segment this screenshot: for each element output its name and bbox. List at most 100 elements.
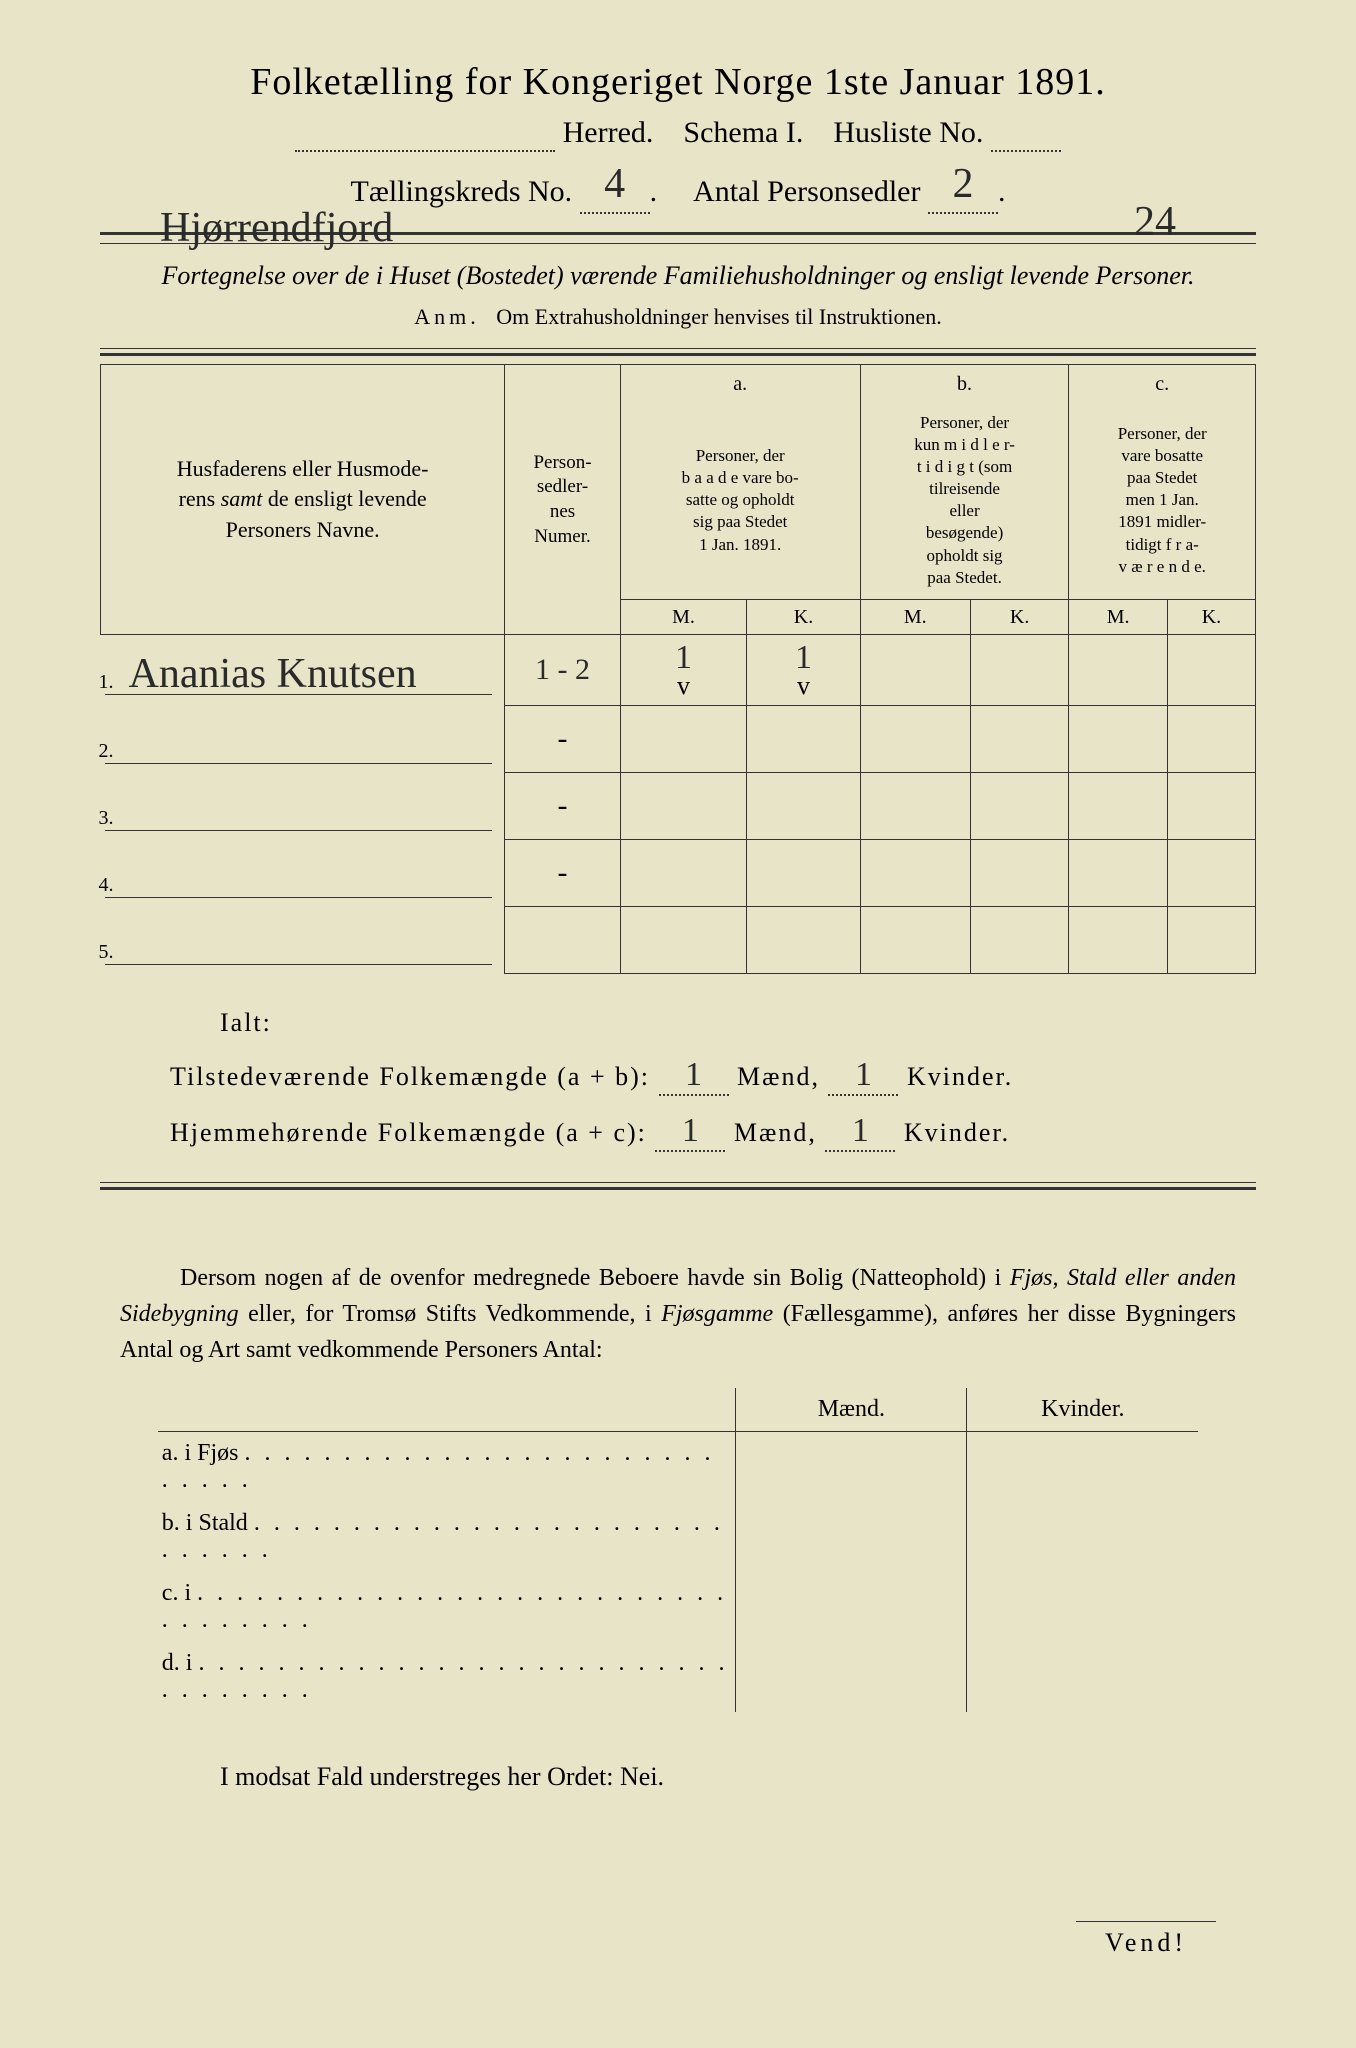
cell-c-k (1167, 635, 1255, 706)
anm-label: Anm. (414, 304, 480, 329)
sum1-k-field: 1 (828, 1056, 898, 1096)
rule-2b (100, 353, 1256, 356)
th-a: Personer, derb a a d e vare bo-satte og … (620, 401, 860, 600)
table-row: 5. (101, 907, 1256, 974)
header-row-1: Hjørrendfjord Herred. Schema I. Husliste… (100, 116, 1256, 152)
cell-c-k (1167, 773, 1255, 840)
cell-a-k (747, 907, 860, 974)
cell-c-m (1069, 706, 1167, 773)
cell-c-k (1167, 706, 1255, 773)
lower-label: b. i Stald . . . . . . . . . . . . . . .… (158, 1502, 736, 1572)
sum2-label: Hjemmehørende Folkemængde (a + c): (170, 1118, 647, 1147)
th-b-letter: b. (860, 365, 1069, 402)
lower-row: a. i Fjøs . . . . . . . . . . . . . . . … (158, 1432, 1198, 1503)
table-row: 1.Ananias Knutsen 1 - 2 1v 1v (101, 635, 1256, 706)
lower-m (736, 1432, 967, 1503)
cell-name: 1.Ananias Knutsen (101, 635, 505, 706)
sum1-k-label: Kvinder. (907, 1062, 1013, 1091)
cell-a-k (747, 706, 860, 773)
p2: eller, for Tromsø Stifts Vedkommende, i (239, 1301, 662, 1327)
cell-c-m (1069, 907, 1167, 974)
cell-b-k (970, 907, 1069, 974)
cell-b-k (970, 840, 1069, 907)
cell-name: 2. (101, 706, 505, 773)
cell-a-k (747, 840, 860, 907)
cell-b-m (860, 773, 970, 840)
cell-a-m (620, 907, 747, 974)
cell-a-m (620, 706, 747, 773)
lower-k (967, 1572, 1198, 1642)
lower-k (967, 1432, 1198, 1503)
th-a-m: M. (620, 600, 747, 635)
cell-c-m (1069, 635, 1167, 706)
th-a-k: K. (747, 600, 860, 635)
husliste-field (991, 116, 1061, 152)
lower-m (736, 1572, 967, 1642)
cell-name: 3. (101, 773, 505, 840)
cell-c-m (1069, 773, 1167, 840)
sum2-m-field: 1 (655, 1112, 725, 1152)
cell-a-m (620, 840, 747, 907)
lower-label: a. i Fjøs . . . . . . . . . . . . . . . … (158, 1432, 736, 1503)
main-title: Folketælling for Kongeriget Norge 1ste J… (100, 60, 1256, 104)
cell-a-m (620, 773, 747, 840)
lower-m (736, 1642, 967, 1712)
sum2-m: 1 (682, 1112, 699, 1150)
cell-c-k (1167, 907, 1255, 974)
cell-seq: - (505, 706, 621, 773)
sum-line-1: Tilstedeværende Folkemængde (a + b): 1 M… (170, 1056, 1256, 1096)
lower-table: Mænd. Kvinder. a. i Fjøs . . . . . . . .… (158, 1388, 1198, 1712)
sum2-k: 1 (852, 1112, 869, 1150)
th-c-letter: c. (1069, 365, 1256, 402)
lower-row: b. i Stald . . . . . . . . . . . . . . .… (158, 1502, 1198, 1572)
th-b-m: M. (860, 600, 970, 635)
cell-c-k (1167, 840, 1255, 907)
th-b-k: K. (970, 600, 1069, 635)
lower-k (967, 1502, 1198, 1572)
lower-blank (158, 1388, 736, 1432)
th-numer: Person-sedler-nesNumer. (505, 365, 621, 635)
husliste-label: Husliste No. (833, 116, 983, 149)
sum2-m-label: Mænd, (734, 1118, 817, 1147)
herred-label: Herred. (563, 116, 654, 149)
kreds-handwritten: 4 (604, 160, 625, 208)
rule-3b (100, 1187, 1256, 1190)
cell-seq: - (505, 840, 621, 907)
sum1-m: 1 (685, 1056, 702, 1094)
i2: Fjøsgamme (661, 1301, 773, 1327)
herred-field (295, 116, 555, 152)
lower-m (736, 1502, 967, 1572)
th-c-m: M. (1069, 600, 1167, 635)
cell-b-k (970, 635, 1069, 706)
cell-a-m: 1v (620, 635, 747, 706)
lower-row: d. i . . . . . . . . . . . . . . . . . .… (158, 1642, 1198, 1712)
cell-name: 4. (101, 840, 505, 907)
cell-seq: 1 - 2 (505, 635, 621, 706)
cell-a-k: 1v (747, 635, 860, 706)
kreds-label: Tællingskreds No. (351, 175, 573, 208)
lower-k (967, 1642, 1198, 1712)
schema-label: Schema I. (683, 116, 803, 149)
anm-text: Om Extrahusholdninger henvises til Instr… (496, 304, 941, 329)
lower-label: c. i . . . . . . . . . . . . . . . . . .… (158, 1572, 736, 1642)
paragraph: Dersom nogen af de ovenfor medregnede Be… (120, 1260, 1236, 1368)
main-table: Husfaderens eller Husmode-rens samt de e… (100, 364, 1256, 974)
th-b: Personer, derkun m i d l e r-t i d i g t… (860, 401, 1069, 600)
header-row-2: Tællingskreds No. 4 . Antal Personsedler… (100, 164, 1256, 214)
sum2-k-field: 1 (825, 1112, 895, 1152)
sum1-m-label: Mænd, (737, 1062, 820, 1091)
cell-b-m (860, 706, 970, 773)
cell-b-m (860, 907, 970, 974)
cell-seq: - (505, 773, 621, 840)
table-row: 4. - (101, 840, 1256, 907)
sum1-m-field: 1 (659, 1056, 729, 1096)
rule-2a (100, 348, 1256, 349)
th-c-k: K. (1167, 600, 1255, 635)
cell-b-m (860, 635, 970, 706)
cell-name: 5. (101, 907, 505, 974)
census-form-page: Folketælling for Kongeriget Norge 1ste J… (0, 0, 1356, 2048)
sedler-field: 2 (928, 164, 998, 214)
th-a-letter: a. (620, 365, 860, 402)
cell-a-k (747, 773, 860, 840)
lower-h-m: Mænd. (736, 1388, 967, 1432)
